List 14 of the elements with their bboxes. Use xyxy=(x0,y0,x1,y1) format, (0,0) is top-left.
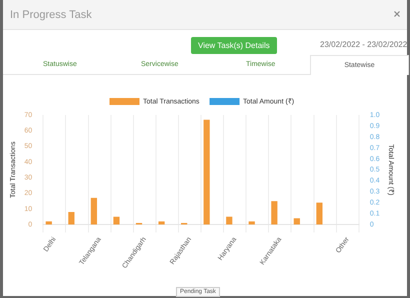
text: In Progress Task xyxy=(10,9,92,21)
bar xyxy=(316,202,323,225)
bar xyxy=(226,216,232,225)
bar xyxy=(158,221,165,225)
bar xyxy=(46,221,52,225)
bar xyxy=(90,198,98,225)
text: 23/02/2022 - 23/02/2022 xyxy=(320,40,408,49)
bar xyxy=(204,120,210,225)
text: View Task(s) Details xyxy=(191,37,277,54)
bar xyxy=(68,212,74,225)
bar xyxy=(271,201,278,225)
bar xyxy=(113,216,120,225)
bar xyxy=(294,218,300,225)
bar xyxy=(248,221,255,225)
